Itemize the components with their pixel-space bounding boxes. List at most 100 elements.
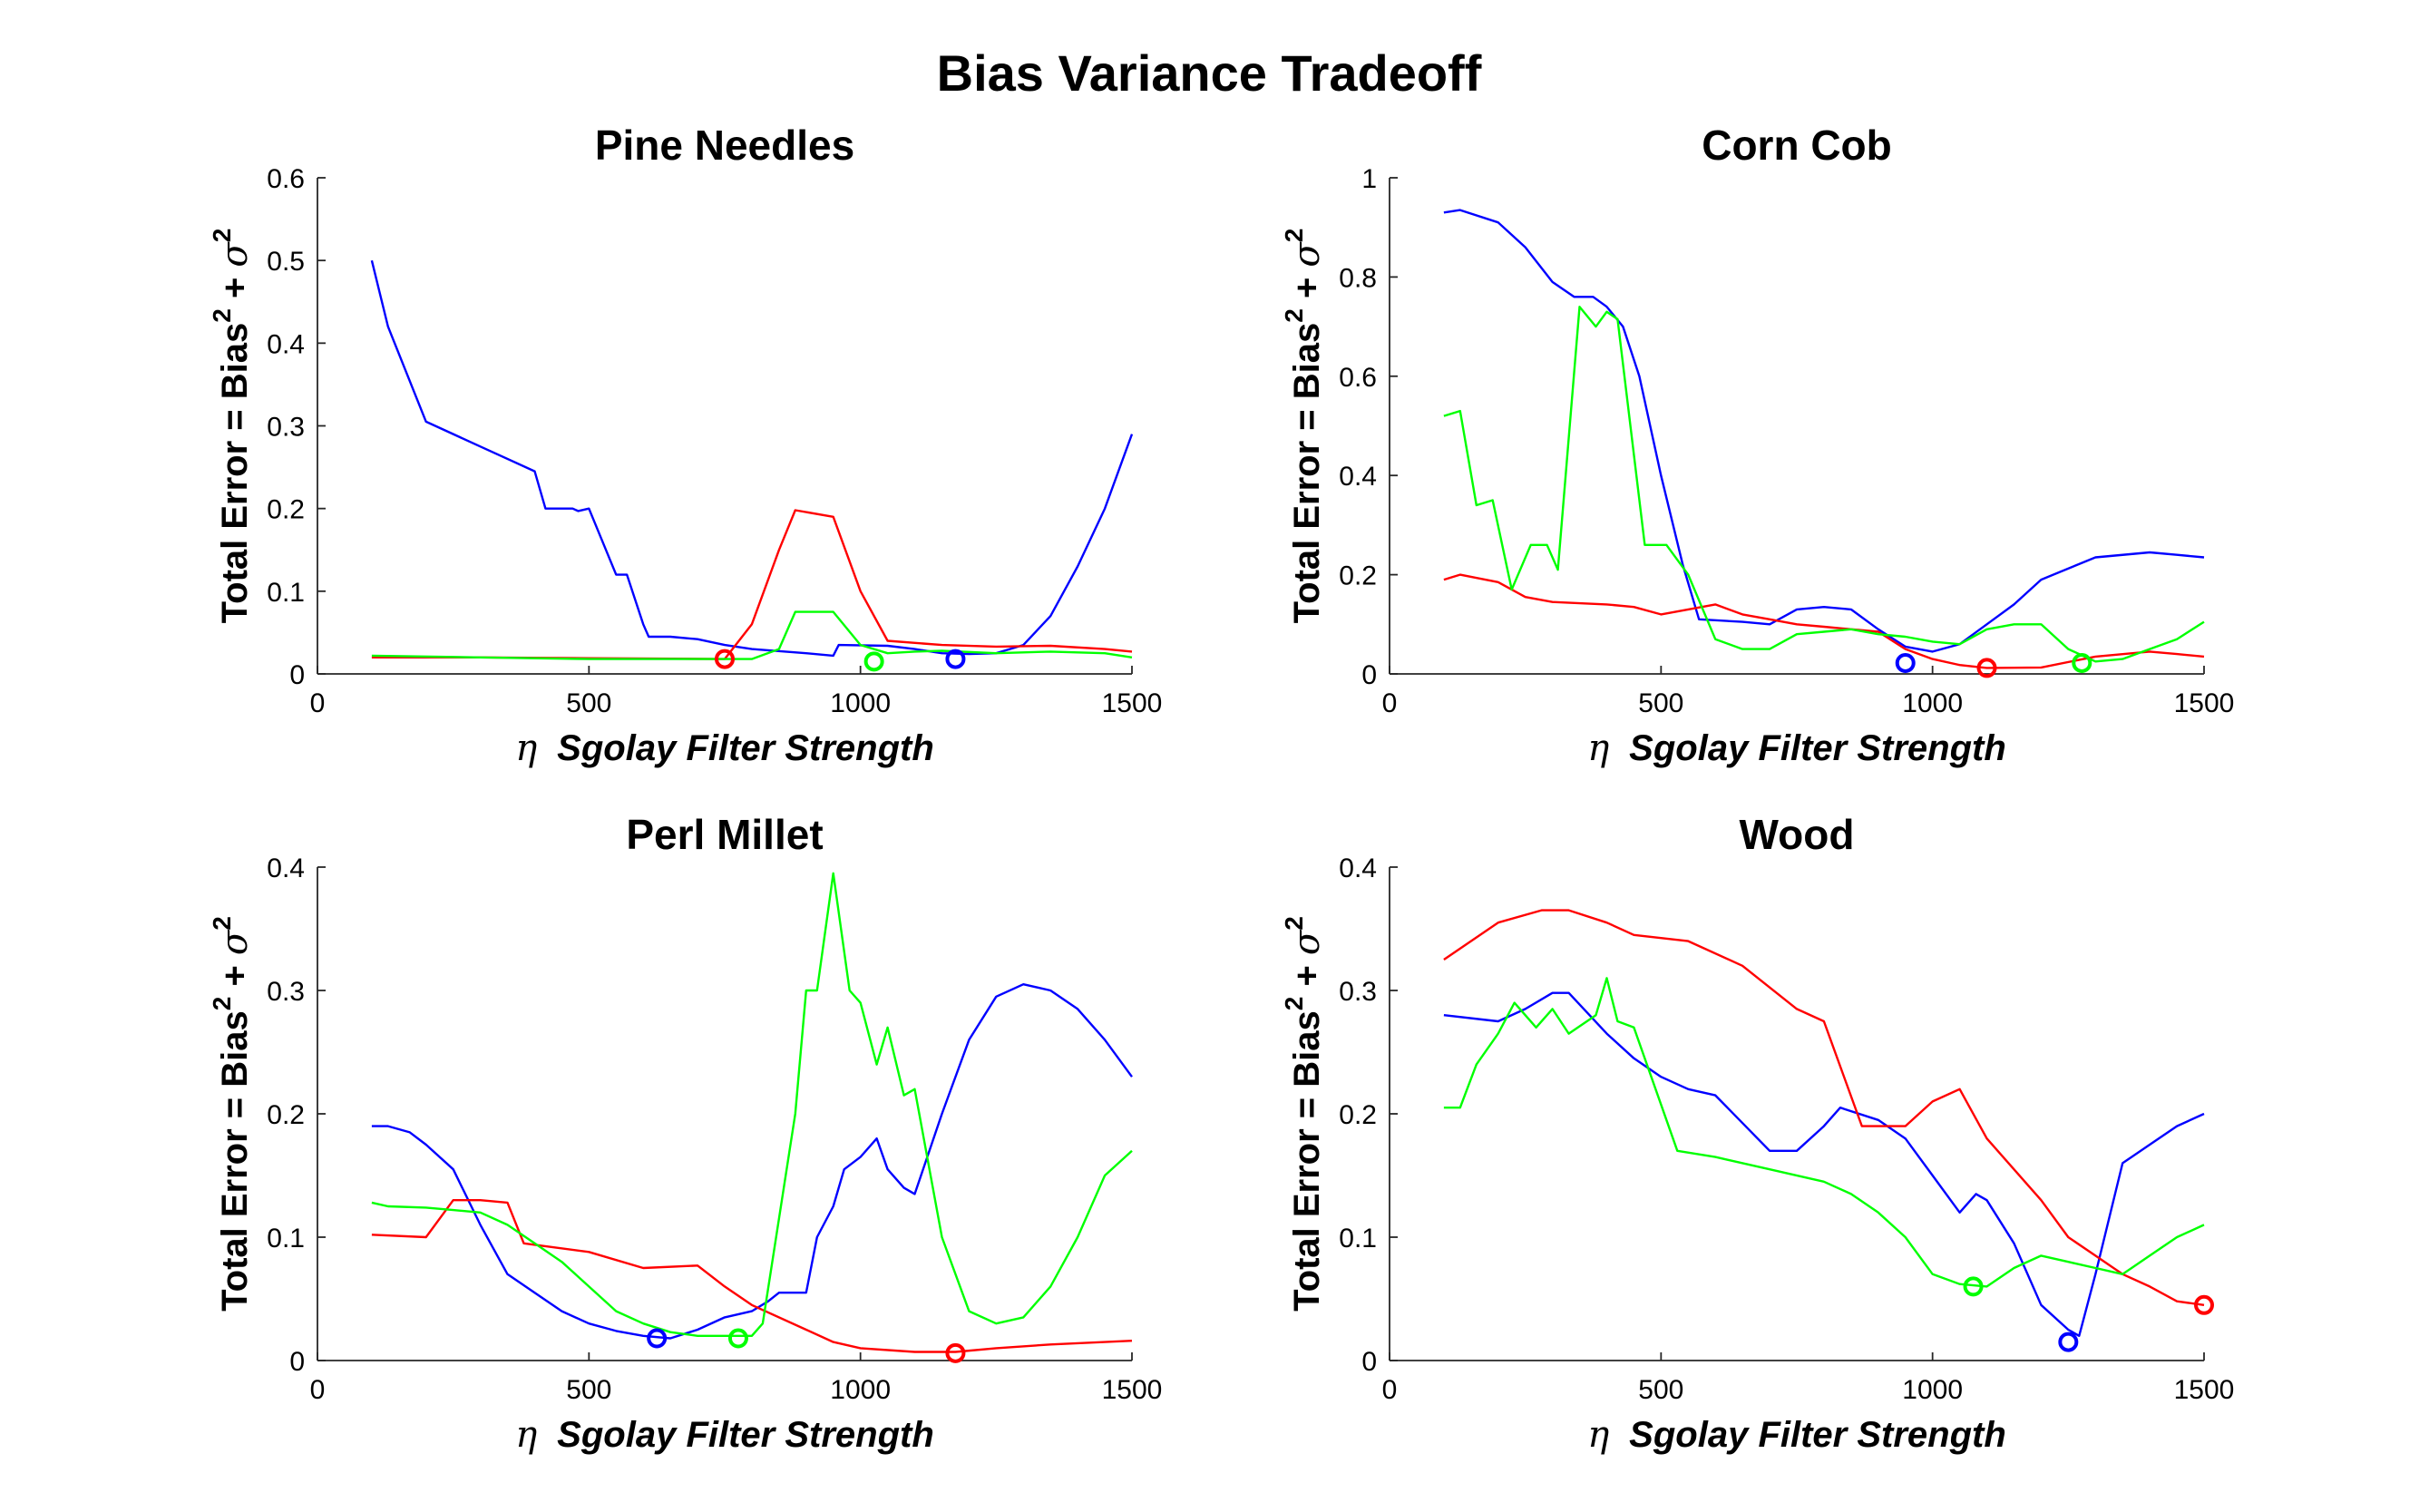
x-axis-label: η Sgolay Filter Strength (515, 1414, 934, 1456)
y-tick-label: 0.1 (1339, 1224, 1377, 1253)
y-axis-label: Total Error = Bias2 + σ2 (1280, 229, 1328, 624)
series-line-3 (371, 610, 1133, 660)
y-tick-label: 0.4 (267, 854, 305, 883)
y-axis-label: Total Error = Bias2 + σ2 (208, 229, 256, 624)
y-axis-label-plus: + (215, 955, 255, 997)
y-tick-label: 0.3 (1339, 977, 1377, 1007)
subplot-4: Wood 0 500 1000 1500 0 0.1 0.2 0.3 0.4 η Sgolay Fil… (1280, 811, 2234, 1456)
x-tick-label: 1500 (2174, 1375, 2235, 1405)
y-tick-label: 0 (1361, 1347, 1377, 1377)
sigma-symbol: σ (1286, 929, 1328, 955)
y-tick-label: 0.8 (1339, 263, 1377, 293)
x-tick-label: 500 (566, 1375, 611, 1405)
y-tick-label: 0 (289, 1347, 305, 1377)
x-axis-label-text: Sgolay Filter Strength (557, 728, 934, 768)
y-axis-label-sup: 2 (1280, 229, 1308, 243)
y-tick-label: 0 (289, 660, 305, 690)
minimum-marker (1895, 652, 1916, 673)
y-axis-label: Total Error = Bias2 + σ2 (208, 916, 256, 1312)
y-tick-label: 1 (1361, 164, 1377, 194)
x-tick-label: 1500 (2174, 688, 2235, 718)
eta-symbol: η (1587, 727, 1609, 769)
series-line-1 (1443, 209, 2205, 653)
x-tick-label: 1000 (830, 688, 891, 718)
sigma-symbol: σ (214, 241, 256, 268)
series-line-2 (371, 509, 1133, 660)
series-line-1 (370, 259, 1134, 658)
eta-symbol: η (1587, 1414, 1609, 1456)
y-tick-label: 0.1 (267, 578, 305, 608)
figure-title: Bias Variance Tradeoff (937, 44, 1482, 102)
eta-symbol: η (515, 1414, 537, 1456)
minimum-marker (945, 649, 966, 669)
minimum-marker (2058, 1332, 2079, 1352)
x-axis-label: η Sgolay Filter Strength (1587, 1414, 2006, 1456)
minimum-marker (2072, 652, 2092, 673)
y-axis-label-text: Total Error = Bias (215, 323, 255, 624)
y-axis-label: Total Error = Bias2 + σ2 (1280, 916, 1328, 1312)
y-tick-label: 0.4 (267, 329, 305, 359)
series-line-2 (1443, 909, 2205, 1306)
y-tick-label: 0.2 (267, 1100, 305, 1130)
y-tick-label: 0.4 (1339, 854, 1377, 883)
x-tick-label: 500 (566, 688, 611, 718)
x-axis-label-text: Sgolay Filter Strength (557, 1415, 934, 1455)
y-tick-label: 0.2 (1339, 1100, 1377, 1130)
x-axis-label: η Sgolay Filter Strength (515, 727, 934, 769)
series-line-1 (371, 982, 1133, 1340)
series-line-3 (371, 872, 1133, 1338)
series-line-2 (1443, 573, 2205, 669)
y-tick-label: 0.2 (267, 495, 305, 525)
y-tick-label: 0.6 (267, 164, 305, 194)
x-tick-label: 0 (310, 1375, 326, 1405)
x-tick-label: 0 (310, 688, 326, 718)
y-axis-label-sup: 2 (1280, 308, 1308, 323)
minimum-marker (2194, 1294, 2214, 1315)
minimum-marker (727, 1328, 748, 1349)
y-tick-label: 0 (1361, 660, 1377, 690)
minimum-marker (945, 1342, 966, 1363)
y-axis-label-sup: 2 (1280, 997, 1308, 1011)
x-axis-label-text: Sgolay Filter Strength (1629, 728, 2006, 768)
x-tick-label: 0 (1382, 688, 1398, 718)
series-line-1 (1443, 991, 2205, 1338)
x-tick-label: 1000 (830, 1375, 891, 1405)
x-tick-label: 500 (1638, 1375, 1683, 1405)
x-tick-label: 500 (1638, 688, 1683, 718)
x-axis-label-text: Sgolay Filter Strength (1629, 1415, 2006, 1455)
minimum-marker (647, 1328, 668, 1349)
y-tick-label: 0.4 (1339, 462, 1377, 492)
y-axis-label-text: Total Error = Bias (215, 1010, 255, 1312)
x-tick-label: 1500 (1102, 688, 1163, 718)
subplot-title: Wood (1740, 811, 1855, 858)
subplot-title: Perl Millet (626, 811, 823, 858)
y-axis-label-sup: 2 (208, 916, 236, 931)
series-line-3 (1443, 306, 2205, 663)
y-axis-label-sup: 2 (1280, 916, 1308, 931)
y-tick-label: 0.3 (267, 977, 305, 1007)
y-tick-label: 0.5 (267, 247, 305, 277)
x-axis-label: η Sgolay Filter Strength (1587, 727, 2006, 769)
y-axis-label-sup: 2 (208, 997, 236, 1011)
y-tick-label: 0.1 (267, 1224, 305, 1253)
y-tick-label: 0.3 (267, 413, 305, 443)
y-axis-label-sup: 2 (208, 308, 236, 323)
y-axis-label-plus: + (1287, 268, 1327, 309)
eta-symbol: η (515, 727, 537, 769)
minimum-marker (715, 649, 735, 669)
y-axis-label-text: Total Error = Bias (1287, 323, 1327, 624)
subplot-title: Pine Needles (595, 122, 854, 169)
y-axis-label-text: Total Error = Bias (1287, 1010, 1327, 1312)
y-axis-label-plus: + (1287, 955, 1327, 997)
subplot-title: Corn Cob (1702, 122, 1892, 169)
minimum-marker (1976, 658, 1997, 678)
series-line-2 (371, 1198, 1133, 1353)
x-tick-label: 0 (1382, 1375, 1398, 1405)
x-tick-label: 1000 (1902, 1375, 1963, 1405)
y-axis-label-sup: 2 (208, 229, 236, 243)
y-tick-label: 0.6 (1339, 363, 1377, 393)
sigma-symbol: σ (1286, 241, 1328, 268)
x-tick-label: 1500 (1102, 1375, 1163, 1405)
